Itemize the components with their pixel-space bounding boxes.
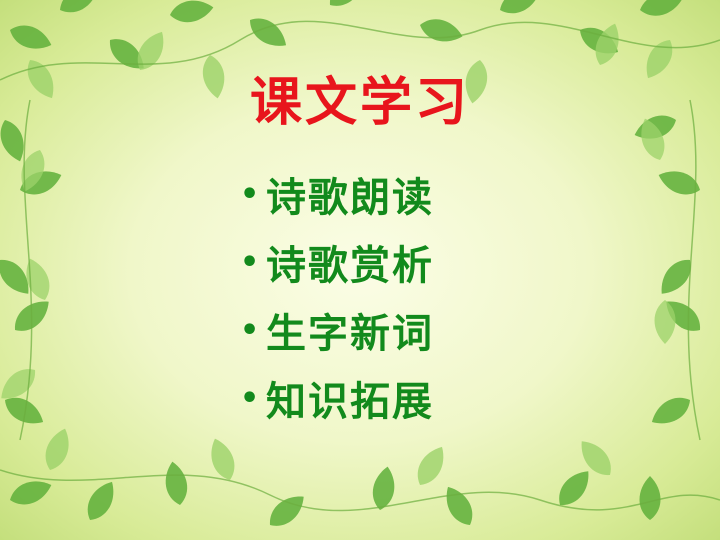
list-item: • 诗歌朗读 — [240, 160, 434, 228]
list-item: • 诗歌赏析 — [240, 228, 434, 296]
list-item-label: 生字新词 — [266, 311, 434, 357]
topic-list: • 诗歌朗读 • 诗歌赏析 • 生字新词 • 知识拓展 — [240, 160, 434, 432]
slide-title: 课文学习 — [249, 73, 470, 133]
list-item: • 知识拓展 — [240, 364, 434, 432]
bullet-icon: • — [240, 380, 260, 416]
bullet-icon: • — [240, 312, 260, 348]
bullet-icon: • — [240, 244, 260, 280]
list-item: • 生字新词 — [240, 296, 434, 364]
bullet-icon: • — [240, 176, 260, 212]
list-item-label: 诗歌朗读 — [266, 175, 434, 221]
list-item-label: 知识拓展 — [266, 379, 434, 425]
list-item-label: 诗歌赏析 — [266, 243, 434, 289]
